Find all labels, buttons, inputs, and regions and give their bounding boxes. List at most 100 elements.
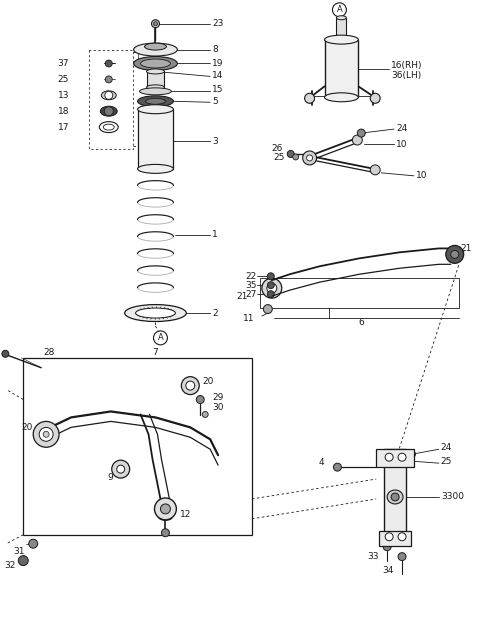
Circle shape: [264, 304, 272, 313]
Circle shape: [39, 427, 53, 441]
Ellipse shape: [133, 43, 178, 56]
Circle shape: [293, 154, 299, 160]
Text: 25: 25: [58, 75, 69, 84]
Circle shape: [408, 450, 416, 457]
Ellipse shape: [138, 96, 173, 107]
Text: A: A: [157, 334, 163, 343]
Ellipse shape: [140, 88, 171, 95]
Text: 37: 37: [58, 59, 69, 68]
Ellipse shape: [141, 59, 170, 68]
Circle shape: [202, 412, 208, 417]
Text: 10: 10: [396, 140, 408, 149]
Text: 33: 33: [368, 552, 379, 561]
Ellipse shape: [136, 308, 175, 318]
Circle shape: [267, 273, 274, 279]
Text: 18: 18: [58, 107, 69, 115]
Circle shape: [181, 376, 199, 394]
Bar: [23, 358, 252, 535]
Ellipse shape: [158, 514, 172, 521]
Text: 3300: 3300: [441, 493, 464, 501]
Circle shape: [287, 151, 294, 158]
Text: 22: 22: [246, 272, 257, 281]
Ellipse shape: [101, 91, 116, 100]
Ellipse shape: [336, 16, 347, 20]
Ellipse shape: [100, 107, 117, 116]
Text: 12: 12: [180, 510, 192, 519]
Text: 16(RH): 16(RH): [391, 61, 422, 70]
Text: A: A: [336, 5, 342, 14]
Text: 27: 27: [246, 290, 257, 299]
Circle shape: [267, 283, 277, 293]
Bar: [384, 449, 406, 538]
Text: 2: 2: [212, 309, 218, 318]
Circle shape: [112, 460, 130, 478]
Text: 10: 10: [416, 172, 428, 181]
Text: 7: 7: [153, 348, 158, 357]
Circle shape: [307, 155, 312, 161]
Circle shape: [196, 396, 204, 403]
Text: 30: 30: [212, 403, 224, 412]
Circle shape: [105, 91, 113, 100]
Circle shape: [117, 465, 125, 473]
Text: 26: 26: [272, 144, 283, 154]
Circle shape: [29, 539, 37, 548]
Bar: [324, 40, 358, 97]
Text: 8: 8: [212, 45, 218, 54]
Ellipse shape: [138, 165, 173, 174]
Circle shape: [398, 453, 406, 461]
Bar: [376, 449, 414, 467]
Circle shape: [398, 533, 406, 541]
Text: 15: 15: [212, 85, 224, 94]
Circle shape: [262, 278, 282, 298]
Text: 34: 34: [383, 566, 394, 575]
Circle shape: [267, 282, 274, 288]
Text: 5: 5: [212, 97, 218, 106]
Text: 23: 23: [212, 19, 224, 28]
Text: 25: 25: [441, 457, 452, 466]
Circle shape: [18, 556, 28, 565]
Circle shape: [161, 529, 169, 537]
Text: 1: 1: [212, 230, 218, 239]
Circle shape: [160, 504, 170, 514]
Circle shape: [186, 381, 195, 390]
Circle shape: [302, 151, 316, 165]
Circle shape: [154, 331, 168, 345]
Circle shape: [398, 553, 406, 561]
Ellipse shape: [324, 35, 358, 44]
Text: 32: 32: [4, 561, 15, 570]
Text: 24: 24: [396, 124, 408, 133]
Circle shape: [152, 20, 159, 27]
Text: 20: 20: [202, 377, 214, 386]
Circle shape: [154, 22, 157, 26]
Text: 21: 21: [461, 244, 472, 253]
Circle shape: [385, 453, 393, 461]
Text: 25: 25: [274, 153, 285, 163]
Circle shape: [105, 60, 112, 67]
Text: 17: 17: [58, 122, 69, 131]
Text: 3: 3: [212, 137, 218, 145]
Ellipse shape: [145, 98, 166, 104]
Circle shape: [104, 107, 113, 115]
Circle shape: [305, 93, 314, 103]
Bar: [260, 278, 459, 308]
Bar: [336, 18, 347, 40]
Text: 31: 31: [14, 547, 25, 556]
Ellipse shape: [103, 124, 114, 130]
Text: 19: 19: [212, 59, 224, 68]
Text: 6: 6: [359, 318, 364, 327]
Text: 24: 24: [441, 443, 452, 452]
Circle shape: [43, 431, 49, 437]
Ellipse shape: [146, 85, 165, 90]
Circle shape: [385, 533, 393, 541]
Circle shape: [357, 129, 365, 137]
Circle shape: [33, 422, 59, 447]
Text: 35: 35: [245, 281, 257, 290]
Circle shape: [370, 165, 380, 175]
Text: 13: 13: [58, 91, 69, 100]
Text: 4: 4: [319, 457, 324, 466]
Circle shape: [334, 463, 341, 471]
Text: 36(LH): 36(LH): [391, 71, 421, 80]
Ellipse shape: [324, 93, 358, 102]
Circle shape: [352, 135, 362, 145]
Circle shape: [451, 250, 459, 258]
